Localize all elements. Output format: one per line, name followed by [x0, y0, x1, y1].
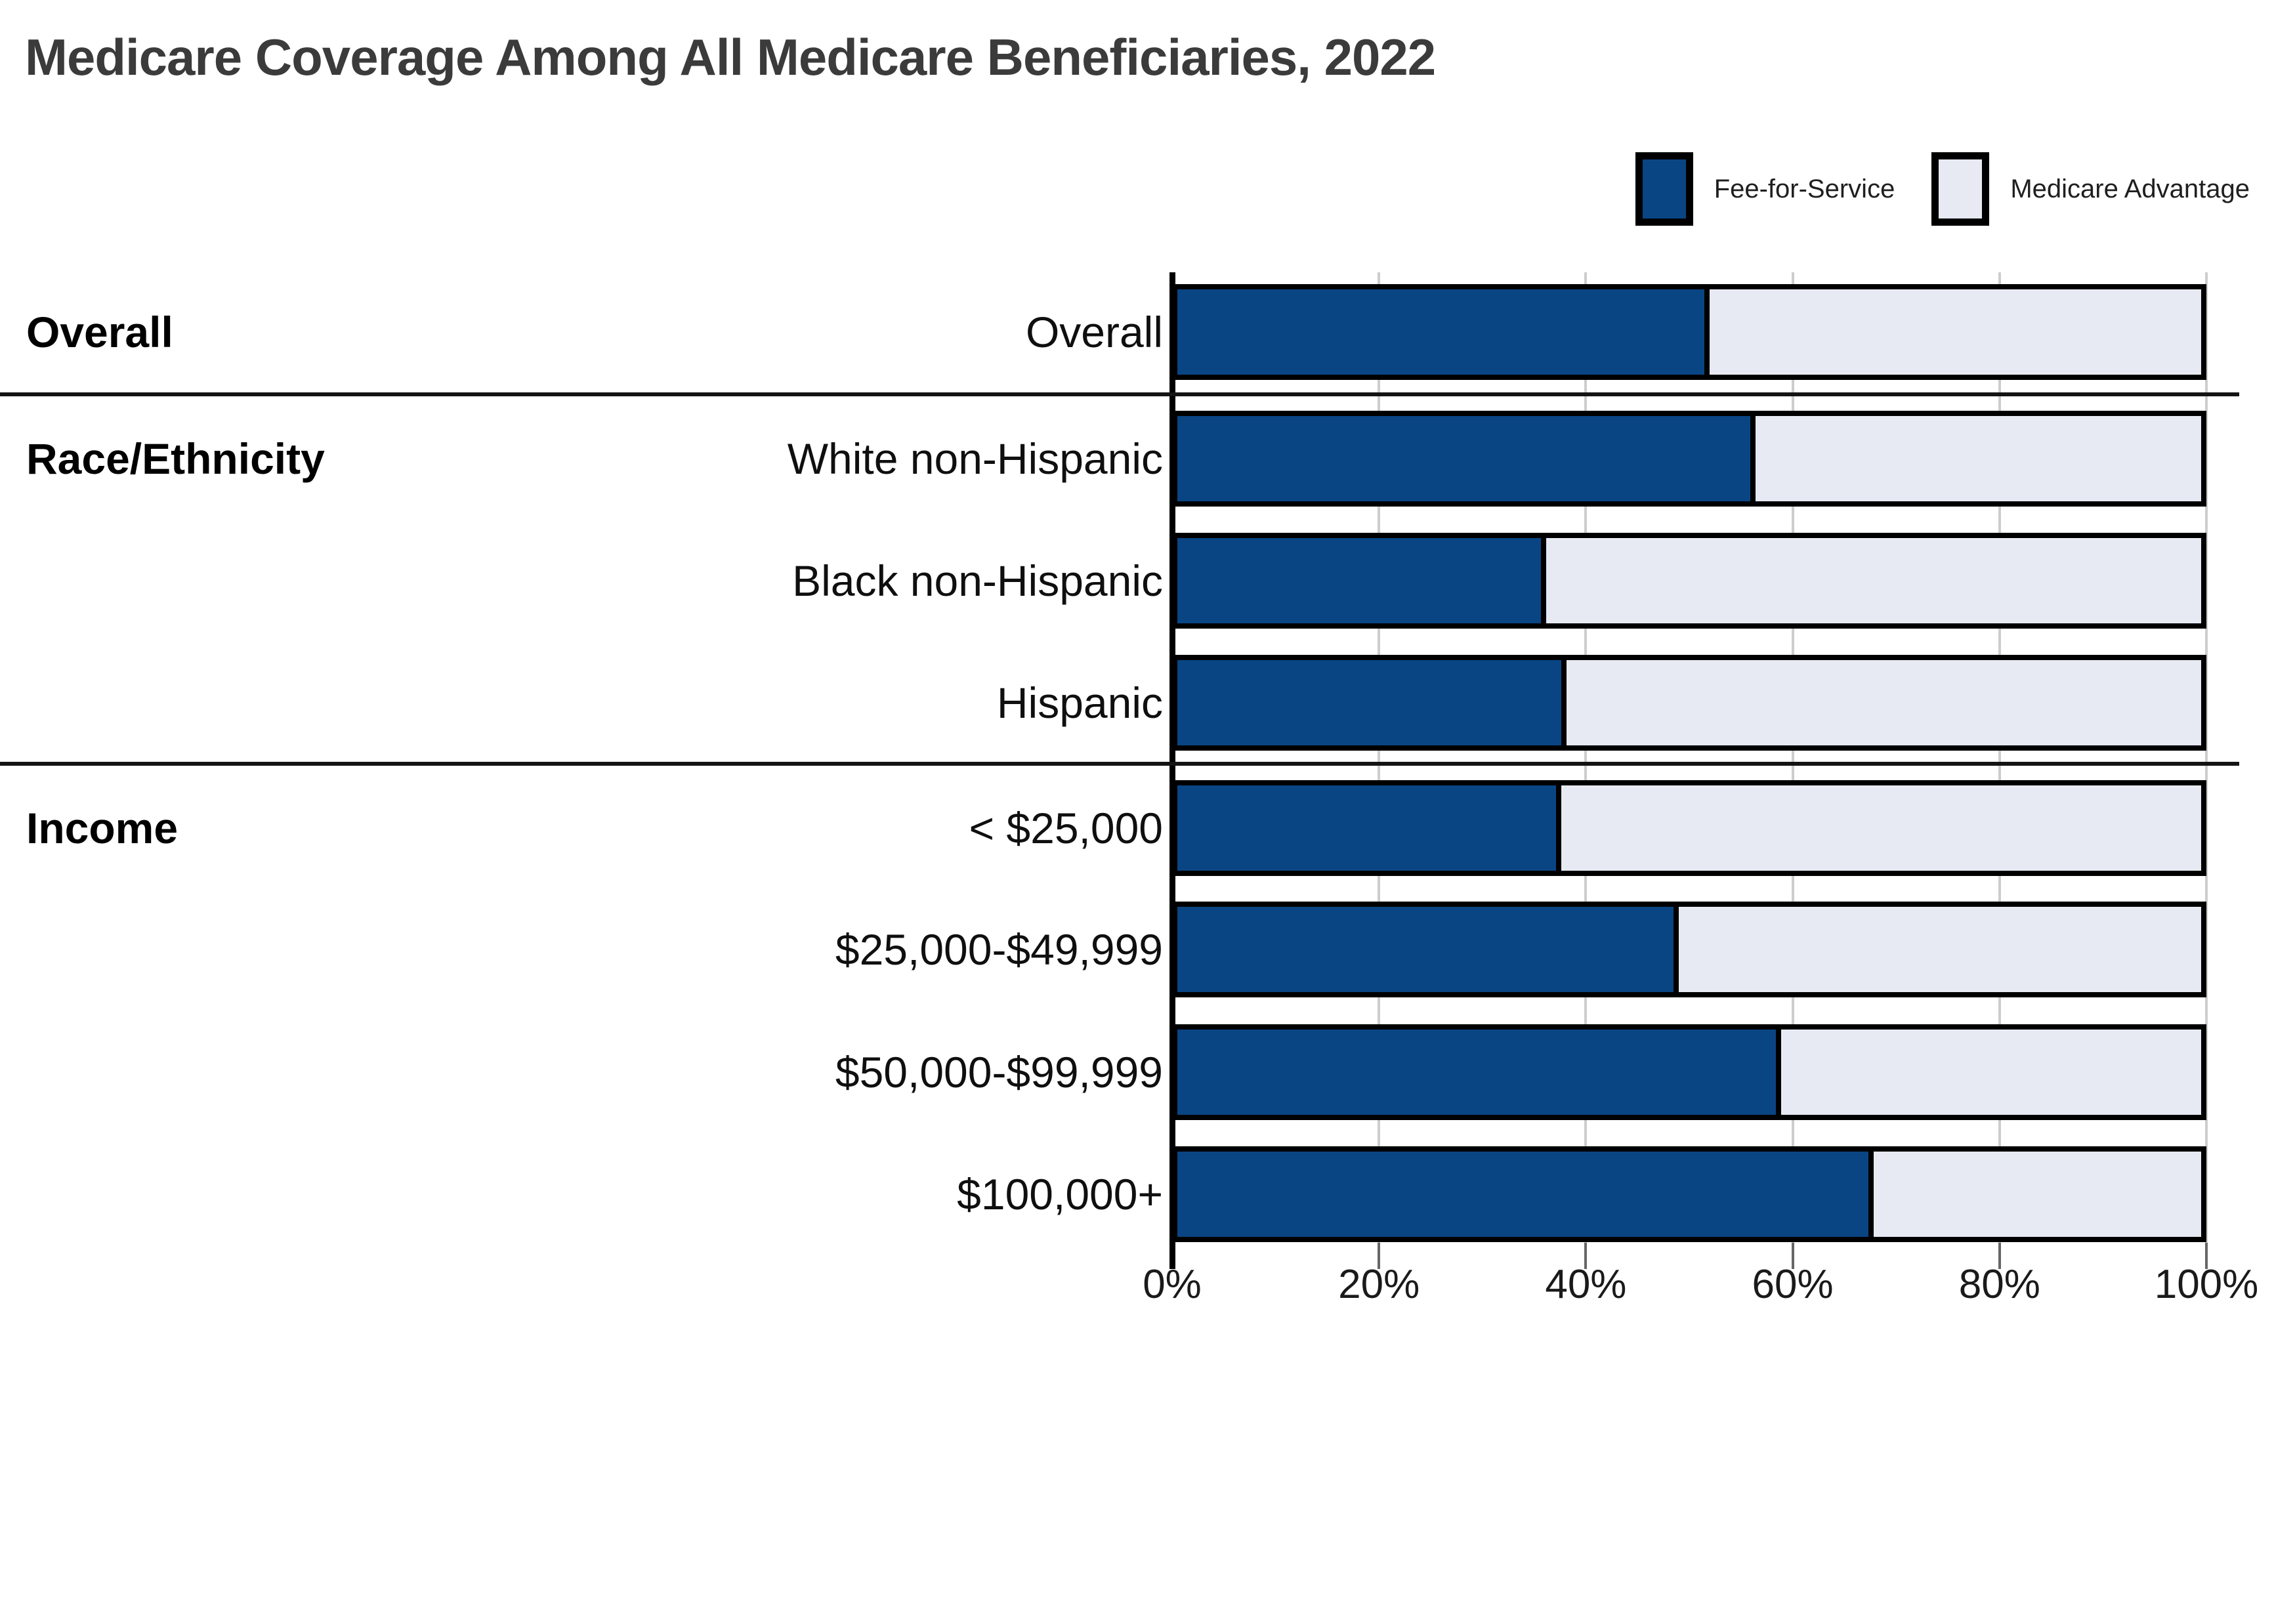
medicare-advantage-swatch-icon: [1931, 152, 1990, 226]
gridline-40: [1584, 272, 1588, 1243]
x-axis-tick-label: 0%: [1143, 1262, 1202, 1307]
row-label: White non-Hispanic: [787, 434, 1163, 483]
legend-label-fee-for-service: Fee-for-Service: [1714, 174, 1895, 203]
x-axis-tick-label: 40%: [1545, 1262, 1627, 1307]
row-label: Hispanic: [996, 678, 1163, 727]
ma-bar-segment: [1172, 1024, 2206, 1120]
x-axis-tick-label: 80%: [1958, 1262, 2040, 1307]
ma-bar-segment: [1172, 1146, 2206, 1242]
ffs-bar-segment: [1177, 1030, 1782, 1115]
ffs-bar-segment: [1177, 538, 1546, 623]
tick-mark-40: [1584, 1243, 1588, 1269]
ffs-bar-segment: [1177, 289, 1710, 375]
ma-bar-segment: [1172, 655, 2206, 751]
fee-for-service-swatch-icon: [1635, 152, 1693, 226]
row-label: Black non-Hispanic: [792, 556, 1163, 605]
x-axis-tick-label: 20%: [1338, 1262, 1420, 1307]
ma-bar-segment: [1172, 533, 2206, 629]
legend-item-medicare-advantage: Medicare Advantage: [1931, 152, 2250, 226]
legend-item-fee-for-service: Fee-for-Service: [1635, 152, 1895, 226]
ffs-bar-segment: [1177, 907, 1679, 992]
row-label: $25,000-$49,999: [835, 925, 1163, 974]
ffs-bar-segment: [1177, 785, 1561, 871]
tick-mark-80: [1998, 1243, 2001, 1269]
legend-label-medicare-advantage: Medicare Advantage: [2010, 174, 2250, 203]
gridline-60: [1791, 272, 1794, 1243]
x-axis-tick-label: 100%: [2154, 1262, 2259, 1307]
row-label: Overall: [1025, 308, 1163, 356]
ma-bar-segment: [1172, 284, 2206, 380]
y-axis-line: [1169, 272, 1175, 1269]
row-label: $100,000+: [957, 1170, 1163, 1218]
gridline-100: [2205, 272, 2208, 1243]
group-label-race-ethnicity: Race/Ethnicity: [26, 434, 325, 483]
tick-mark-100: [2205, 1243, 2208, 1269]
group-separator-line: [0, 762, 2239, 766]
row-label: < $25,000: [969, 804, 1163, 852]
tick-mark-60: [1791, 1243, 1794, 1269]
row-label: $50,000-$99,999: [835, 1048, 1163, 1096]
x-axis-tick-label: 60%: [1752, 1262, 1834, 1307]
legend: Fee-for-Service Medicare Advantage: [1635, 152, 2250, 226]
ffs-bar-segment: [1177, 416, 1756, 501]
ffs-bar-segment: [1177, 660, 1567, 745]
tick-mark-20: [1378, 1243, 1381, 1269]
gridline-80: [1998, 272, 2001, 1243]
gridline-20: [1378, 272, 1381, 1243]
ma-bar-segment: [1172, 411, 2206, 507]
ma-bar-segment: [1172, 780, 2206, 876]
ffs-bar-segment: [1177, 1152, 1874, 1237]
group-label-income: Income: [26, 804, 179, 852]
chart-title: Medicare Coverage Among All Medicare Ben…: [25, 28, 1436, 86]
ma-bar-segment: [1172, 902, 2206, 997]
group-label-overall: Overall: [26, 308, 173, 356]
group-separator-line: [0, 392, 2239, 396]
